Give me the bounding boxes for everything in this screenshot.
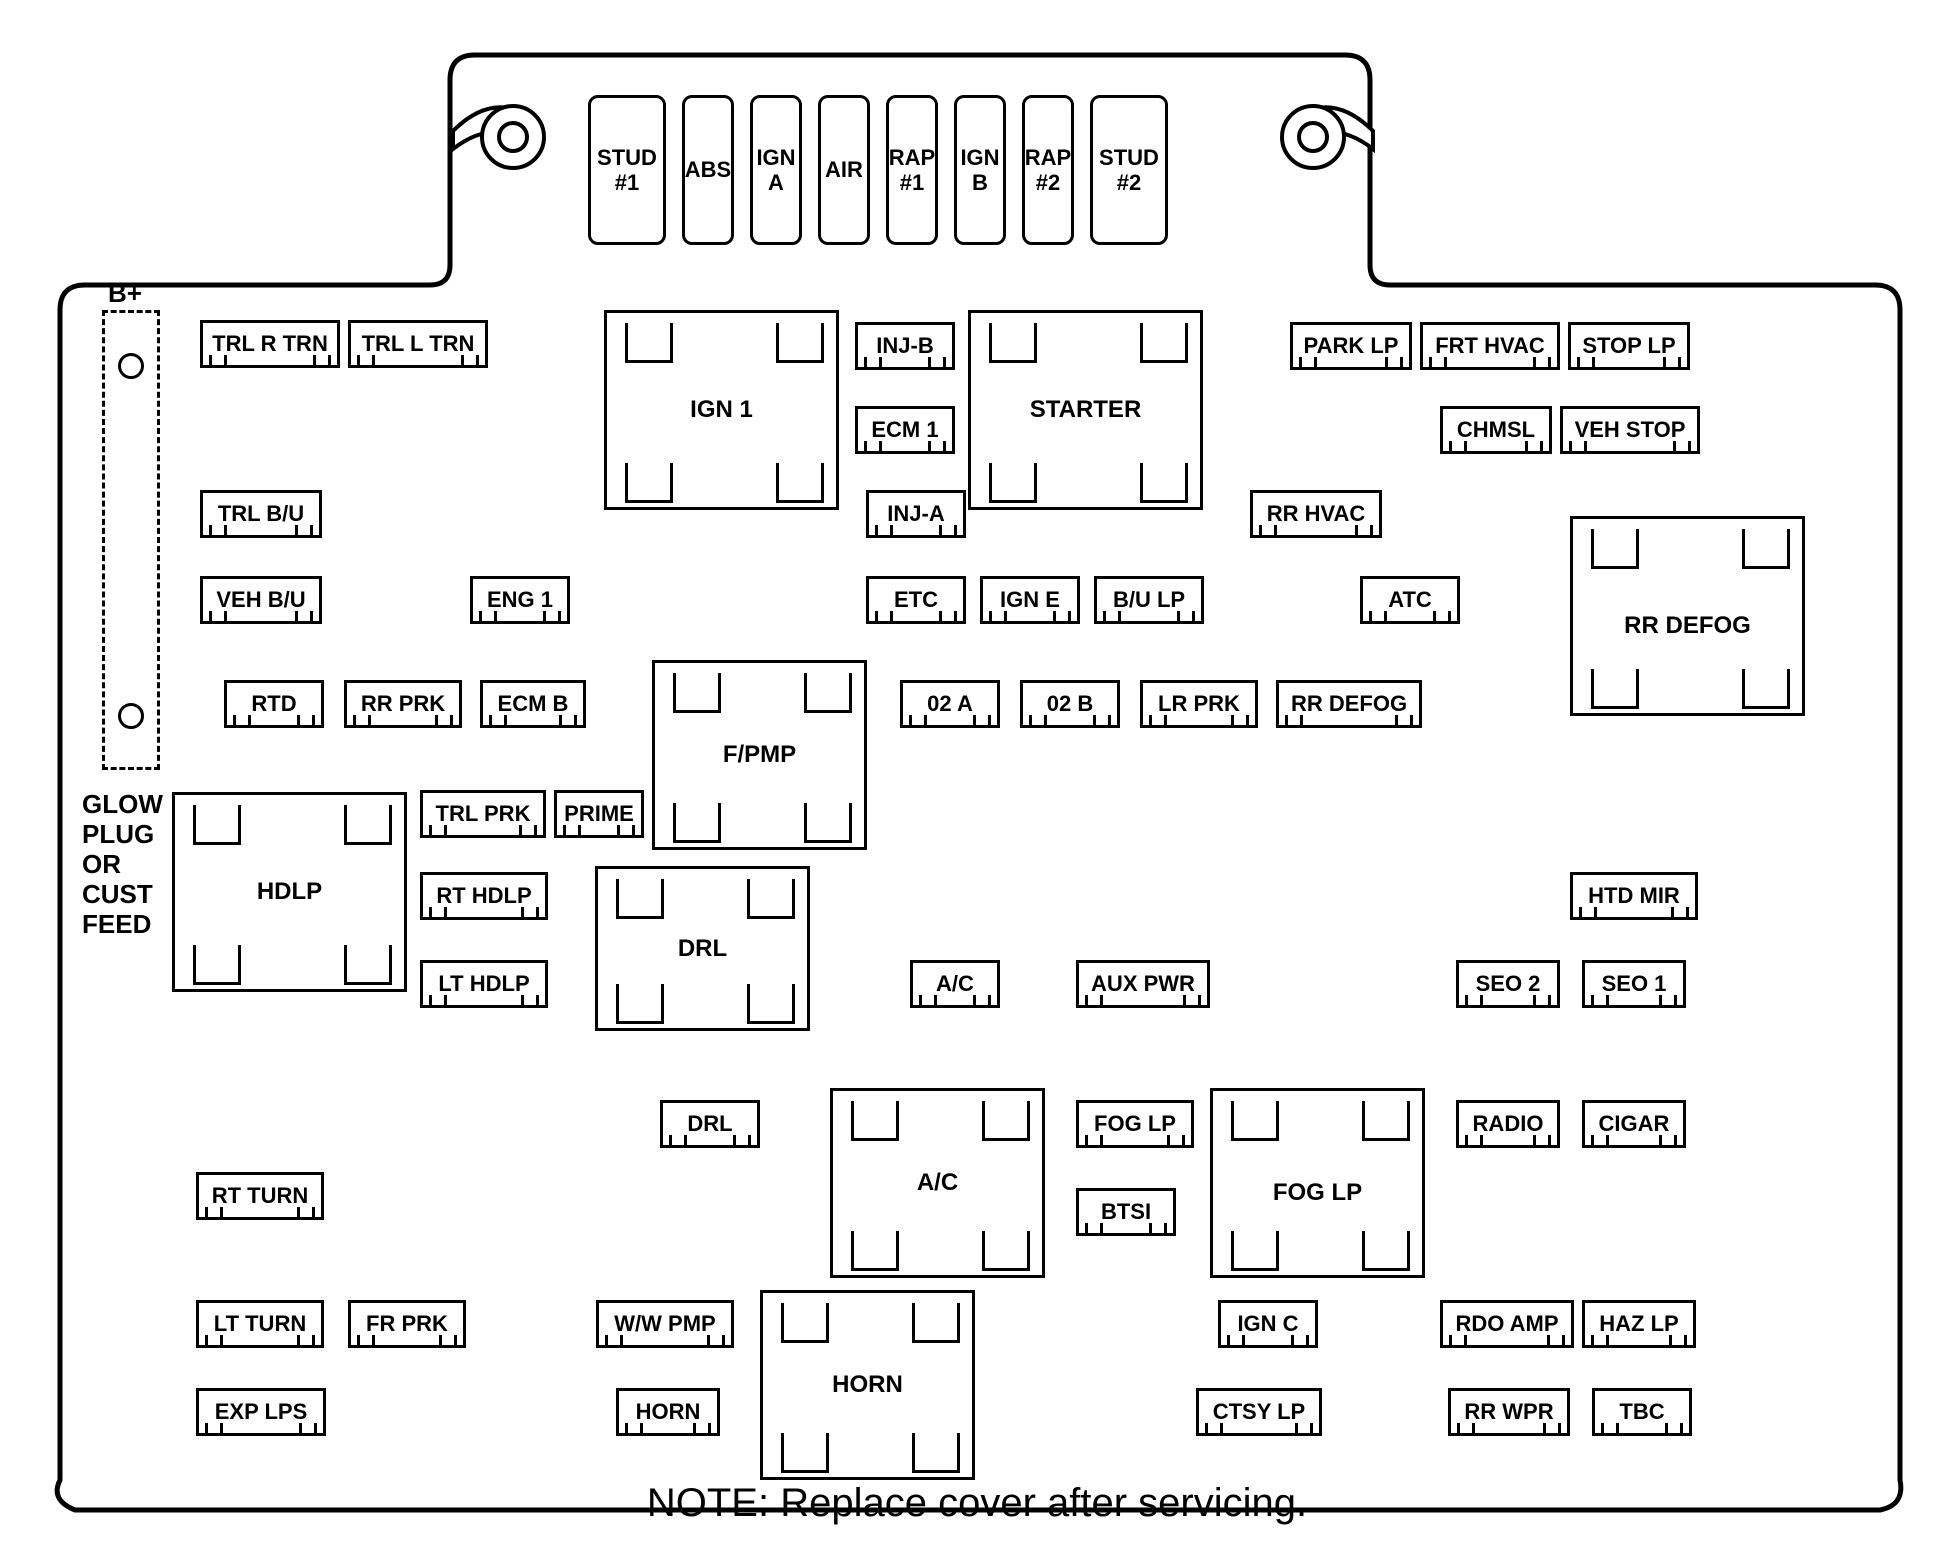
- relay: F/PMP: [652, 660, 867, 850]
- relay: IGN 1: [604, 310, 839, 510]
- fuse: RR PRK: [344, 680, 462, 728]
- fuse: HAZ LP: [1582, 1300, 1696, 1348]
- fuse: RT HDLP: [420, 872, 548, 920]
- fuse: INJ-B: [855, 322, 955, 370]
- relay: RR DEFOG: [1570, 516, 1805, 716]
- fuse: SEO 2: [1456, 960, 1560, 1008]
- fuse: CTSY LP: [1196, 1388, 1322, 1436]
- fuse: RADIO: [1456, 1100, 1560, 1148]
- fuse: FR PRK: [348, 1300, 466, 1348]
- relay-label: STARTER: [971, 396, 1200, 424]
- fuse: ETC: [866, 576, 966, 624]
- fuse: VEH STOP: [1560, 406, 1700, 454]
- relay-label: DRL: [598, 935, 807, 963]
- fuse: CIGAR: [1582, 1100, 1686, 1148]
- relay-label: HORN: [763, 1371, 972, 1399]
- fuse: RR WPR: [1448, 1388, 1570, 1436]
- fuse: BTSI: [1076, 1188, 1176, 1236]
- fuse: EXP LPS: [196, 1388, 326, 1436]
- fuse: LT TURN: [196, 1300, 324, 1348]
- relay: A/C: [830, 1088, 1045, 1278]
- fuse: B/U LP: [1094, 576, 1204, 624]
- fuse: HORN: [616, 1388, 720, 1436]
- relay: HDLP: [172, 792, 407, 992]
- fuse: IGN E: [980, 576, 1080, 624]
- fuse-box-diagram: NOTE: Replace cover after servicing. STU…: [0, 0, 1954, 1554]
- fuse: RR DEFOG: [1276, 680, 1422, 728]
- fuse: TBC: [1592, 1388, 1692, 1436]
- fuse: RTD: [224, 680, 324, 728]
- fuse: STOP LP: [1568, 322, 1690, 370]
- relay-label: IGN 1: [607, 396, 836, 424]
- bplus-terminal: [118, 703, 144, 729]
- fuse: ATC: [1360, 576, 1460, 624]
- top-fuse: RAP #2: [1022, 95, 1074, 245]
- fuse: ECM B: [480, 680, 586, 728]
- top-fuse: ABS: [682, 95, 734, 245]
- fuse: CHMSL: [1440, 406, 1552, 454]
- fuse: TRL B/U: [200, 490, 322, 538]
- bplus-caption: GLOW PLUG OR CUST FEED: [82, 790, 163, 939]
- fuse: LT HDLP: [420, 960, 548, 1008]
- fuse: IGN C: [1218, 1300, 1318, 1348]
- fuse: RT TURN: [196, 1172, 324, 1220]
- fuse: AUX PWR: [1076, 960, 1210, 1008]
- relay-label: A/C: [833, 1169, 1042, 1197]
- relay-label: RR DEFOG: [1573, 612, 1802, 640]
- relay-label: HDLP: [175, 878, 404, 906]
- fuse: RDO AMP: [1440, 1300, 1574, 1348]
- fuse: PRIME: [554, 790, 644, 838]
- fuse: RR HVAC: [1250, 490, 1382, 538]
- fuse: 02 B: [1020, 680, 1120, 728]
- bplus-label: B+: [108, 278, 142, 309]
- bplus-box: [102, 310, 160, 770]
- fuse: INJ-A: [866, 490, 966, 538]
- relay: DRL: [595, 866, 810, 1031]
- fuse: FRT HVAC: [1420, 322, 1560, 370]
- top-fuse: AIR: [818, 95, 870, 245]
- top-fuse: STUD #1: [588, 95, 666, 245]
- relay: HORN: [760, 1290, 975, 1480]
- fuse: ECM 1: [855, 406, 955, 454]
- relay: STARTER: [968, 310, 1203, 510]
- relay: FOG LP: [1210, 1088, 1425, 1278]
- fuse: VEH B/U: [200, 576, 322, 624]
- top-fuse: IGN B: [954, 95, 1006, 245]
- fuse: HTD MIR: [1570, 872, 1698, 920]
- fuse: W/W PMP: [596, 1300, 734, 1348]
- fuse: 02 A: [900, 680, 1000, 728]
- fuse: ENG 1: [470, 576, 570, 624]
- top-fuse: IGN A: [750, 95, 802, 245]
- fuse: SEO 1: [1582, 960, 1686, 1008]
- fuse: FOG LP: [1076, 1100, 1194, 1148]
- fuse: TRL PRK: [420, 790, 546, 838]
- relay-label: F/PMP: [655, 741, 864, 769]
- fuse: DRL: [660, 1100, 760, 1148]
- fuse: A/C: [910, 960, 1000, 1008]
- fuse: TRL L TRN: [348, 320, 488, 368]
- bplus-terminal: [118, 353, 144, 379]
- fuse: PARK LP: [1290, 322, 1412, 370]
- top-fuse: RAP #1: [886, 95, 938, 245]
- fuse: LR PRK: [1140, 680, 1258, 728]
- relay-label: FOG LP: [1213, 1179, 1422, 1207]
- fuse: TRL R TRN: [200, 320, 340, 368]
- top-fuse: STUD #2: [1090, 95, 1168, 245]
